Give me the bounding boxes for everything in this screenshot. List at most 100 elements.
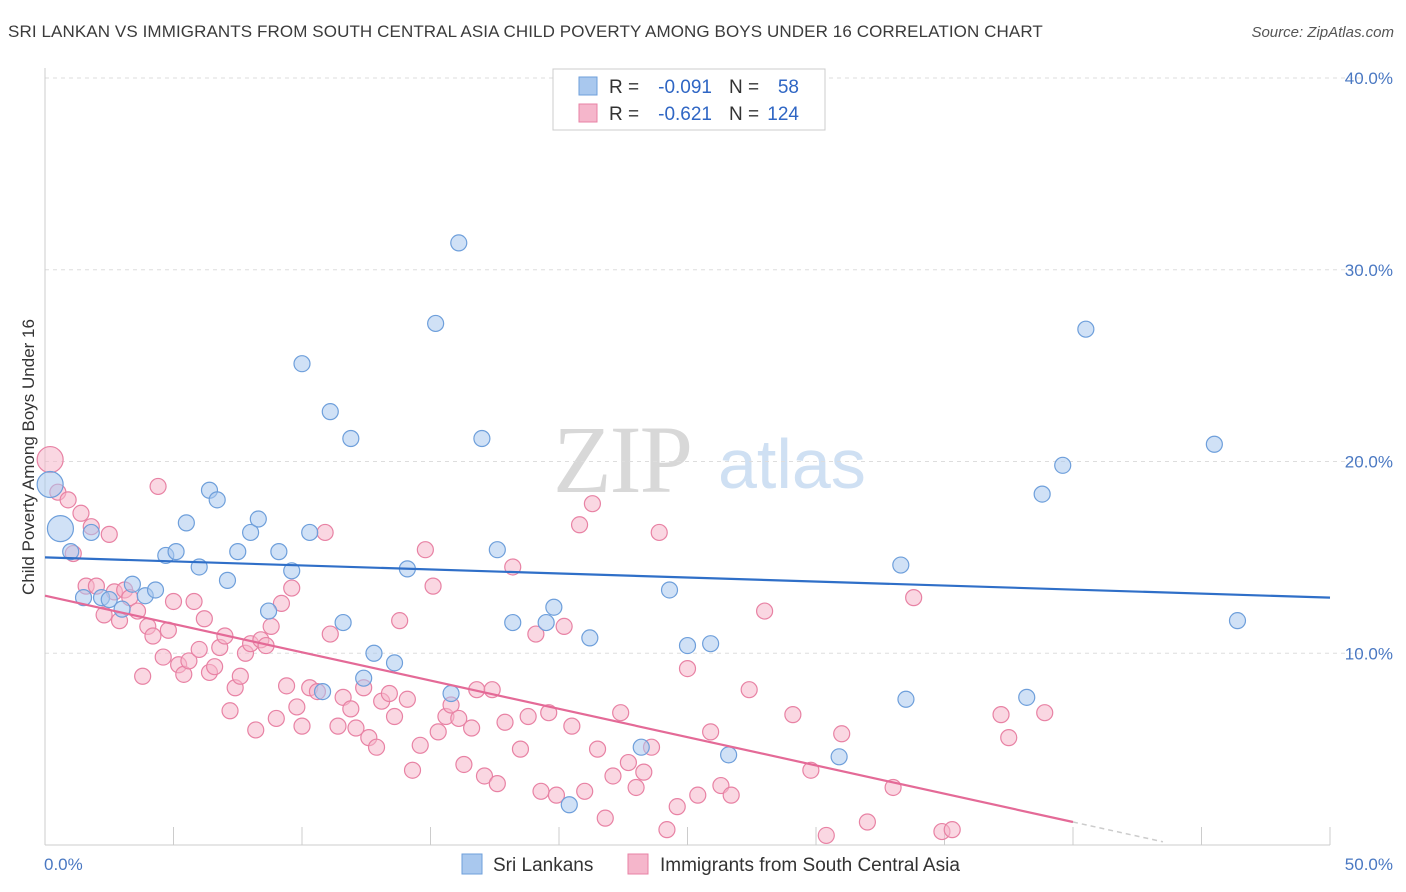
bottom-legend-swatch-pink xyxy=(627,853,649,875)
legend-box xyxy=(552,68,826,131)
bottom-legend-swatch-blue xyxy=(461,853,483,875)
y-axis-title: Child Poverty Among Boys Under 16 xyxy=(19,319,38,595)
pink-point xyxy=(722,786,740,804)
blue-point xyxy=(1054,456,1072,474)
pink-point xyxy=(527,625,545,643)
pink-point xyxy=(583,495,602,513)
x-tick-label-min: 0.0% xyxy=(44,855,83,874)
blue-point xyxy=(334,613,352,632)
pink-point xyxy=(658,821,676,839)
pink-point xyxy=(316,523,334,542)
pink-point xyxy=(532,782,550,800)
pink-point xyxy=(411,736,429,754)
pink-point xyxy=(943,821,961,839)
blue-point xyxy=(702,635,720,653)
legend-n-value-1: 58 xyxy=(778,77,799,98)
pink-point xyxy=(221,702,239,720)
pink-point xyxy=(342,700,360,718)
pink-point xyxy=(547,786,566,804)
pink-point xyxy=(475,767,494,785)
blue-point xyxy=(218,571,237,589)
pink-point xyxy=(367,738,386,756)
pink-point xyxy=(134,667,152,685)
pink-point xyxy=(144,627,162,645)
blue-trend-line xyxy=(44,556,1331,599)
top-legend: R = -0.091 N = 58 R = -0.621 N = 124 xyxy=(552,68,826,131)
pink-point xyxy=(429,723,447,741)
blue-point xyxy=(1033,485,1051,503)
blue-point xyxy=(830,748,848,766)
pink-point xyxy=(511,740,530,758)
pink-point xyxy=(180,652,198,670)
pink-point xyxy=(570,516,589,534)
blue-point xyxy=(46,515,75,543)
pink-trend-extension xyxy=(1072,821,1164,843)
pink-point xyxy=(488,775,506,793)
pink-point xyxy=(604,767,622,785)
pink-point xyxy=(231,667,249,685)
pink-point xyxy=(678,659,697,678)
pink-point xyxy=(164,592,183,611)
bottom-legend-label-pink: Immigrants from South Central Asia xyxy=(660,855,960,876)
pink-point xyxy=(740,681,758,699)
pink-point xyxy=(277,677,296,695)
pink-point xyxy=(385,707,404,726)
y-tick-label: 40.0% xyxy=(1345,69,1393,88)
pink-point xyxy=(247,721,265,739)
blue-point xyxy=(342,429,360,448)
blue-point xyxy=(488,541,506,559)
pink-point xyxy=(1036,704,1054,722)
legend-n-value-2: 124 xyxy=(767,104,799,125)
blue-point xyxy=(473,429,491,448)
pink-point xyxy=(59,491,77,509)
pink-series-points xyxy=(36,445,1054,845)
pink-point xyxy=(833,725,851,743)
blue-point xyxy=(249,510,267,528)
legend-n-label-2: N = xyxy=(729,104,759,125)
pink-point xyxy=(154,648,172,666)
pink-point xyxy=(403,761,422,779)
blue-point xyxy=(301,523,319,542)
pink-point xyxy=(755,602,774,620)
y-tick-label: 10.0% xyxy=(1345,644,1393,663)
pink-point xyxy=(668,798,686,816)
pink-point xyxy=(455,755,473,774)
blue-series-points xyxy=(36,234,1247,814)
pink-point xyxy=(540,704,558,722)
blue-point xyxy=(36,470,64,499)
chart-title: SRI LANKAN VS IMMIGRANTS FROM SOUTH CENT… xyxy=(8,22,1043,41)
pink-point xyxy=(398,690,416,708)
grid: 10.0% 20.0% 30.0% 40.0% xyxy=(45,69,1393,663)
pink-point xyxy=(283,579,301,597)
blue-point xyxy=(82,523,100,542)
pink-point xyxy=(206,658,224,676)
blue-point xyxy=(537,613,555,632)
blue-point xyxy=(208,491,226,509)
pink-point xyxy=(619,753,637,772)
bottom-legend-label-blue: Sri Lankans xyxy=(493,855,593,876)
watermark: ZIP atlas xyxy=(553,406,866,513)
legend-r-value-2: -0.621 xyxy=(658,104,712,125)
pink-point xyxy=(817,826,835,845)
blue-point xyxy=(504,613,522,632)
watermark-zip: ZIP xyxy=(553,406,691,513)
blue-point xyxy=(560,796,578,814)
pink-point xyxy=(100,525,118,543)
pink-point xyxy=(555,617,573,636)
watermark-atlas: atlas xyxy=(718,425,866,503)
pink-point xyxy=(195,610,213,628)
pink-point xyxy=(519,707,537,726)
blue-point xyxy=(892,556,910,574)
blue-point xyxy=(365,644,383,662)
pink-point xyxy=(293,717,311,735)
pink-point xyxy=(329,717,347,735)
pink-point xyxy=(627,778,645,797)
blue-point xyxy=(545,598,563,616)
blue-point xyxy=(100,590,118,609)
pink-point xyxy=(612,704,630,722)
source-label: Source: ZipAtlas.com xyxy=(1251,24,1394,41)
blue-point xyxy=(1077,320,1095,338)
trend-lines xyxy=(44,556,1331,843)
blue-point xyxy=(581,629,599,647)
pink-point xyxy=(905,589,923,607)
